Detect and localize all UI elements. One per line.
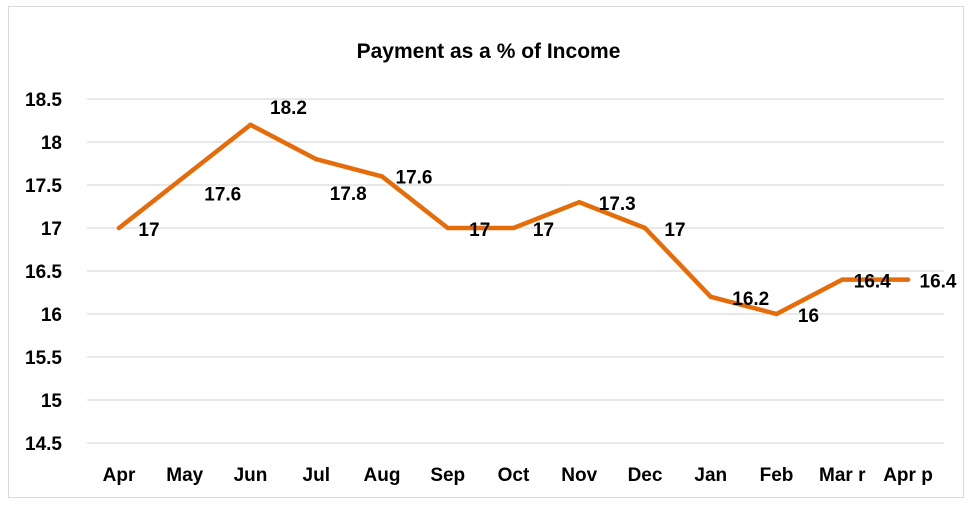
data-label: 16.4 [920, 272, 957, 293]
x-tick-label: Jul [303, 465, 330, 486]
data-point [577, 200, 582, 205]
data-point [116, 225, 122, 231]
data-label: 17.3 [599, 194, 636, 215]
y-tick-label: 17.5 [25, 176, 62, 197]
x-tick-label: Feb [760, 465, 794, 486]
y-tick-label: 15.5 [25, 348, 62, 369]
y-tick-label: 18.5 [25, 90, 62, 111]
data-point [642, 225, 648, 231]
y-tick-label: 15 [41, 391, 63, 412]
data-label: 17 [469, 220, 490, 241]
x-tick-label: Mar r [819, 465, 866, 486]
data-point [905, 277, 911, 282]
x-tick-label: May [166, 465, 203, 486]
x-axis-tick-labels: Apr May Jun Jul Aug Sep Oct Nov Dec Jan Feb Mar r Ap… [103, 465, 933, 486]
data-label: 16 [798, 306, 819, 327]
data-label: 18.2 [270, 98, 307, 119]
data-label: 17 [138, 220, 159, 241]
data-point [840, 277, 845, 282]
data-point [314, 157, 319, 162]
data-labels: 17 17.6 18.2 17.8 17.6 17 17 17.3 17 16.2 16 16.4 16… [138, 98, 956, 327]
data-label: 16.2 [732, 289, 769, 310]
data-label: 17 [533, 220, 554, 241]
y-tick-label: 16 [41, 305, 62, 326]
y-tick-label: 18 [41, 133, 62, 154]
y-tick-label: 17 [41, 219, 62, 240]
chart-frame [8, 6, 964, 498]
data-label: 17.6 [204, 184, 241, 205]
chart-title: Payment as a % of Income [356, 40, 621, 63]
y-tick-label: 16.5 [25, 262, 62, 283]
series-group [116, 122, 911, 317]
x-tick-label: Nov [561, 465, 597, 486]
x-tick-label: Apr p [883, 465, 933, 486]
x-tick-label: Jun [234, 465, 268, 486]
y-axis-tick-labels: 14.5 15 15.5 16 16.5 17 17.5 18 18.5 [25, 90, 62, 455]
data-point [708, 294, 713, 299]
data-label: 17.6 [396, 167, 433, 188]
data-point [511, 225, 516, 231]
data-point [445, 225, 450, 231]
data-label: 17 [664, 220, 685, 241]
x-tick-label: Jan [694, 465, 727, 486]
data-point [774, 311, 779, 317]
series-line [116, 122, 911, 317]
data-point [248, 122, 253, 128]
x-tick-label: Aug [364, 465, 401, 486]
x-tick-label: Oct [498, 465, 530, 486]
x-tick-label: Dec [628, 465, 663, 486]
data-point [379, 174, 385, 179]
y-tick-label: 14.5 [25, 434, 62, 455]
data-label: 16.4 [854, 272, 891, 293]
data-label: 17.8 [330, 184, 367, 205]
x-tick-label: Sep [430, 465, 465, 486]
x-tick-label: Apr [103, 465, 136, 486]
data-point [182, 174, 187, 179]
